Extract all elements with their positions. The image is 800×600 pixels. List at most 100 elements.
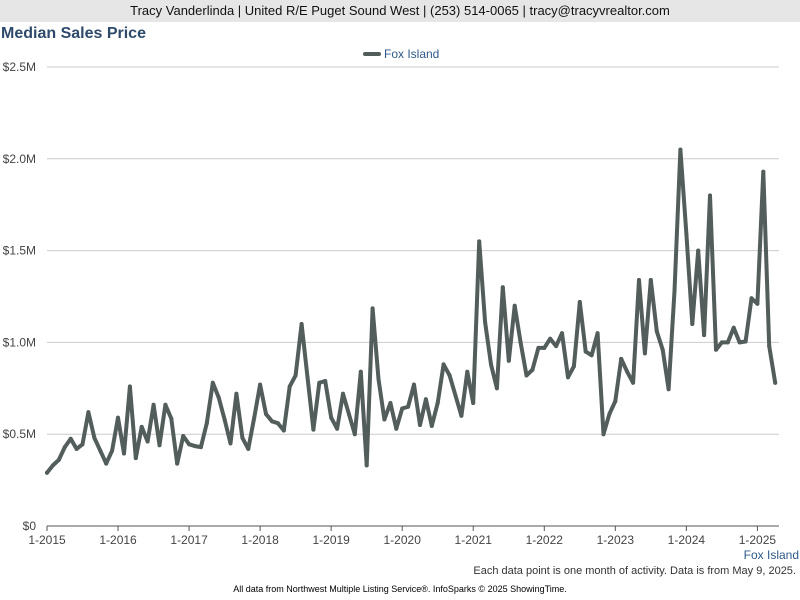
data-point bbox=[702, 333, 707, 338]
data-point bbox=[376, 377, 381, 382]
data-point bbox=[548, 336, 553, 341]
data-point bbox=[193, 444, 197, 449]
data-point bbox=[761, 169, 766, 174]
data-point bbox=[441, 362, 446, 367]
x-tick-label: 1-2015 bbox=[28, 533, 66, 547]
y-tick-label: $2.0M bbox=[3, 152, 36, 166]
data-point bbox=[133, 456, 138, 461]
x-tick-label: 1-2017 bbox=[170, 533, 208, 547]
data-point bbox=[110, 448, 115, 453]
data-point bbox=[151, 402, 156, 407]
data-point bbox=[234, 391, 239, 396]
legend: Fox Island bbox=[363, 47, 439, 61]
data-point bbox=[654, 329, 659, 334]
data-point bbox=[459, 413, 464, 418]
data-point bbox=[571, 364, 576, 369]
data-point bbox=[601, 432, 606, 437]
data-point bbox=[287, 384, 292, 389]
data-point bbox=[690, 322, 695, 326]
data-point bbox=[429, 423, 434, 428]
data-point bbox=[542, 345, 547, 350]
data-point bbox=[145, 439, 150, 444]
data-point bbox=[169, 416, 174, 421]
data-point bbox=[400, 406, 405, 411]
data-point bbox=[577, 300, 582, 304]
data-point bbox=[412, 382, 416, 387]
data-point bbox=[453, 393, 458, 398]
x-tick-label: 1-2021 bbox=[455, 533, 493, 547]
data-point bbox=[749, 296, 754, 301]
x-tick-label: 1-2022 bbox=[526, 533, 564, 547]
y-tick-label: $0 bbox=[23, 519, 37, 533]
data-point bbox=[471, 401, 476, 405]
data-point bbox=[554, 344, 559, 349]
data-point bbox=[607, 412, 612, 416]
contact-header: Tracy Vanderlinda | United R/E Puget Sou… bbox=[0, 0, 800, 22]
data-point bbox=[388, 401, 393, 405]
data-point bbox=[494, 386, 499, 391]
data-point bbox=[370, 306, 375, 311]
data-footnote: Each data point is one month of activity… bbox=[473, 565, 796, 577]
data-point bbox=[335, 426, 340, 431]
data-point bbox=[139, 424, 144, 429]
data-point bbox=[696, 248, 701, 253]
data-point bbox=[524, 373, 529, 378]
data-point bbox=[228, 441, 233, 446]
data-point bbox=[163, 402, 168, 407]
data-point bbox=[329, 415, 334, 420]
data-point bbox=[530, 367, 535, 372]
data-point bbox=[506, 358, 511, 363]
data-point bbox=[418, 423, 422, 427]
data-point bbox=[518, 340, 523, 345]
y-tick-label: $1.0M bbox=[3, 335, 36, 349]
data-point bbox=[708, 193, 712, 198]
data-point bbox=[181, 434, 186, 438]
data-point bbox=[660, 347, 665, 352]
data-point bbox=[299, 322, 304, 326]
x-tick-label: 1-2018 bbox=[241, 533, 279, 547]
data-point bbox=[566, 375, 570, 380]
x-tick-label: 1-2016 bbox=[99, 533, 137, 547]
data-point bbox=[423, 397, 428, 402]
data-point bbox=[56, 457, 61, 462]
data-point bbox=[483, 320, 488, 325]
data-point bbox=[270, 419, 274, 424]
data-point bbox=[50, 463, 55, 468]
data-point bbox=[116, 415, 120, 420]
data-point bbox=[595, 331, 600, 336]
y-tick-label: $0.5M bbox=[3, 427, 36, 441]
data-point bbox=[648, 278, 653, 282]
y-tick-label: $2.5M bbox=[3, 60, 36, 74]
data-point bbox=[477, 239, 482, 244]
data-point bbox=[666, 387, 671, 392]
data-point bbox=[240, 435, 245, 440]
data-point bbox=[678, 147, 683, 152]
data-point bbox=[767, 344, 772, 349]
x-axis: 1-2015 1-2016 1-2017 1-2018 1-2019 1-2020 1-20… bbox=[28, 525, 779, 547]
data-point bbox=[512, 303, 517, 308]
data-point bbox=[489, 362, 493, 367]
region-label: Fox Island bbox=[744, 548, 799, 562]
data-point bbox=[198, 445, 203, 450]
data-point bbox=[394, 426, 399, 431]
data-point bbox=[560, 331, 564, 336]
data-point bbox=[122, 451, 126, 456]
data-point bbox=[104, 461, 109, 466]
data-point bbox=[714, 347, 718, 352]
legend-label: Fox Island bbox=[384, 47, 439, 61]
data-point bbox=[222, 417, 227, 422]
data-point bbox=[216, 395, 221, 400]
data-point bbox=[323, 379, 328, 383]
data-point bbox=[352, 432, 357, 437]
data-point bbox=[341, 391, 345, 396]
data-point bbox=[187, 442, 192, 447]
data-point bbox=[725, 340, 730, 345]
chart-title: Median Sales Price bbox=[1, 25, 146, 42]
data-point bbox=[642, 351, 647, 356]
x-tick-label: 1-2025 bbox=[739, 533, 777, 547]
data-point bbox=[500, 285, 505, 290]
data-point bbox=[275, 421, 280, 426]
data-credit: All data from Northwest Multiple Listing… bbox=[233, 584, 567, 594]
data-point bbox=[406, 404, 411, 409]
x-tick-label: 1-2024 bbox=[668, 533, 706, 547]
